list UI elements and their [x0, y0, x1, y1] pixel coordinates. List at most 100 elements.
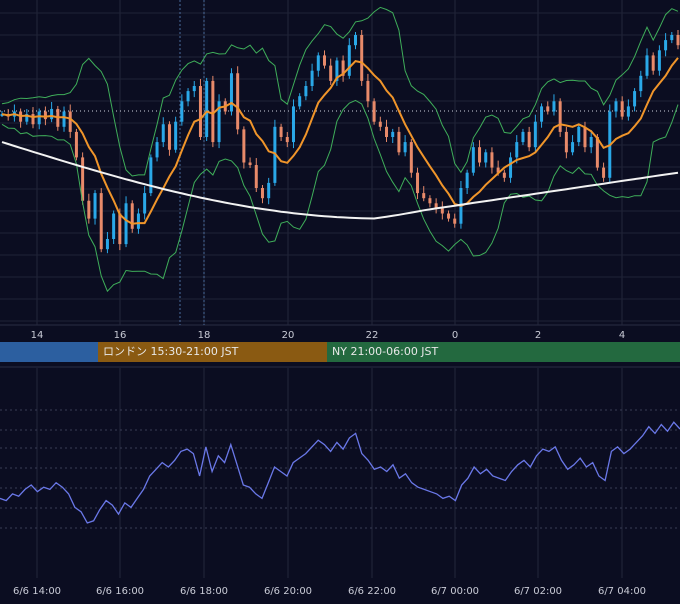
candle-body: [211, 80, 215, 143]
candle-body: [546, 106, 550, 112]
candle-body: [397, 131, 401, 153]
oscillator-pane-bg: [0, 362, 680, 600]
candle-body: [229, 73, 233, 112]
candle-body: [639, 75, 643, 92]
candle-body: [254, 165, 258, 188]
candle-body: [310, 70, 314, 86]
candle-body: [564, 131, 568, 153]
osc-x-tick-label: 6/7 02:00: [514, 586, 562, 597]
oscillator-line: [0, 421, 680, 524]
candle-body: [583, 126, 587, 148]
candle-body: [645, 55, 649, 76]
candle-body: [589, 137, 593, 148]
candle-body: [149, 157, 153, 194]
candle-body: [112, 213, 116, 239]
candle-body: [347, 45, 351, 76]
candle-body: [527, 131, 531, 148]
candle-body: [316, 55, 320, 71]
candle-body: [155, 142, 159, 158]
price-x-tick-label: 18: [198, 330, 211, 341]
session-segment: ロンドン 15:30-21:00 JST: [98, 342, 327, 362]
candle-body: [167, 124, 171, 150]
candle-body: [99, 193, 103, 250]
candle-body: [192, 86, 196, 92]
candle-body: [118, 213, 122, 245]
price-x-tick-label: 20: [282, 330, 295, 341]
session-segment: NY 21:00-06:00 JST: [327, 342, 680, 362]
candle-body: [496, 167, 500, 173]
candle-body: [248, 162, 252, 166]
osc-x-tick-label: 6/6 16:00: [96, 586, 144, 597]
candle-body: [471, 147, 475, 173]
candle-body: [186, 91, 190, 102]
candle-body: [533, 121, 537, 148]
candle-body: [360, 35, 364, 81]
candle-body: [540, 106, 544, 122]
osc-x-tick-label: 6/6 22:00: [348, 586, 396, 597]
osc-x-tick-label: 6/6 14:00: [13, 586, 61, 597]
candle-body: [515, 142, 519, 158]
osc-x-tick-label: 6/7 04:00: [598, 586, 646, 597]
bollinger-lower-line: [1, 99, 679, 293]
candle-body: [409, 142, 413, 173]
candle-body: [366, 80, 370, 102]
candle-body: [217, 101, 221, 143]
candle-body: [161, 124, 165, 143]
candle-body: [205, 80, 209, 137]
candle-body: [453, 218, 457, 224]
candle-body: [664, 40, 668, 51]
candle-body: [676, 35, 680, 46]
candle-body: [267, 182, 271, 199]
price-x-tick-label: 16: [114, 330, 127, 341]
candle-body: [502, 172, 506, 178]
candle-body: [626, 106, 630, 117]
price-x-tick-label: 0: [452, 330, 458, 341]
candle-body: [341, 60, 345, 76]
candle-body: [484, 152, 488, 163]
candle-body: [521, 131, 525, 143]
price-pane-bg: [0, 0, 680, 342]
bollinger-upper-line: [1, 6, 679, 177]
candle-body: [614, 101, 618, 112]
price-x-tick-label: 2: [535, 330, 541, 341]
candle-body: [378, 121, 382, 127]
candle-body: [304, 86, 308, 97]
candle-body: [43, 111, 47, 120]
candle-body: [174, 121, 178, 150]
candle-body: [136, 213, 140, 229]
candle-body: [198, 86, 202, 137]
osc-x-tick-label: 6/6 20:00: [264, 586, 312, 597]
candle-body: [478, 147, 482, 163]
candle-body: [322, 55, 326, 66]
candle-body: [440, 208, 444, 214]
candle-body: [354, 35, 358, 46]
candle-body: [62, 111, 66, 127]
candle-body: [509, 157, 513, 178]
candle-body: [385, 126, 389, 137]
session-segment: [0, 342, 98, 362]
osc-x-tick-label: 6/7 00:00: [431, 586, 479, 597]
candle-body: [558, 101, 562, 132]
candle-body: [279, 126, 283, 137]
candle-body: [37, 111, 41, 125]
candle-body: [93, 193, 97, 219]
candle-body: [447, 213, 451, 219]
candle-body: [143, 193, 147, 214]
price-x-tick-label: 4: [619, 330, 625, 341]
candle-body: [416, 172, 420, 194]
candle-body: [372, 101, 376, 122]
candle-body: [595, 137, 599, 168]
candle-body: [403, 142, 407, 153]
candle-body: [657, 50, 661, 71]
candle-body: [552, 101, 556, 112]
candle-body: [651, 55, 655, 71]
moving-average-white-line: [1, 141, 679, 220]
candle-body: [298, 96, 302, 107]
candle-body: [242, 129, 246, 163]
candle-body: [74, 131, 78, 158]
price-x-tick-label: 22: [366, 330, 379, 341]
candle-body: [130, 203, 134, 229]
candle-body: [236, 73, 240, 130]
